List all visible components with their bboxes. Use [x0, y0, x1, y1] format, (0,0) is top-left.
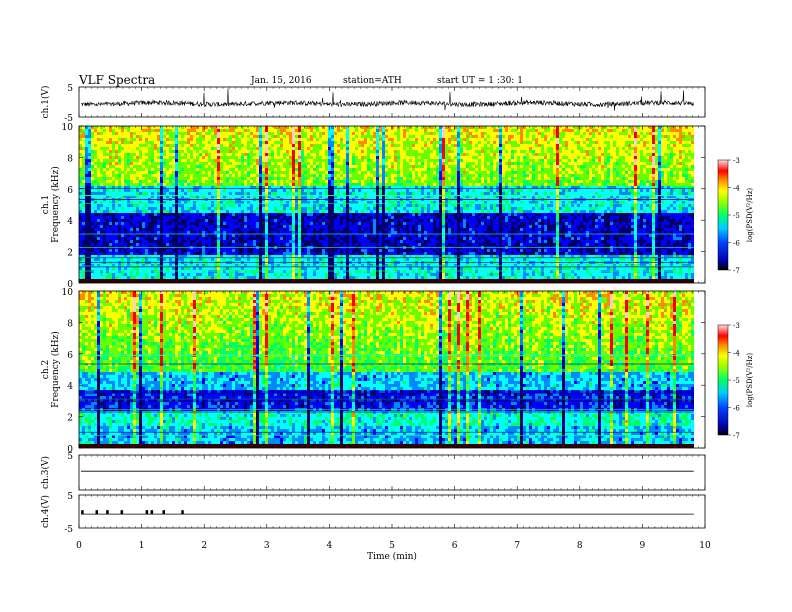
ch2-spectrogram-colorbar: [718, 325, 728, 435]
ch1-spectrogram-colorbar-tick: -4: [733, 185, 740, 193]
ch4-ytick: -5: [64, 525, 73, 535]
x-axis-label: Time (min): [367, 551, 417, 562]
x-tick-label: 9: [640, 541, 646, 551]
ch2-spectrogram-ytick: 2: [67, 414, 73, 424]
ch4-ytick: 5: [67, 492, 73, 502]
x-tick-label: 3: [264, 541, 270, 551]
x-tick-label: 8: [577, 541, 583, 551]
ch1-ylabel: ch.1(V): [40, 86, 51, 119]
ch2-spectrogram-ytick: 6: [67, 351, 73, 361]
ch1-spectrogram-heatmap: [79, 126, 694, 283]
ch1-spectrogram-colorbar-label: log(PSD(V²/Hz): [746, 188, 754, 243]
ch2-spectrogram-heatmap: [79, 291, 694, 448]
ch1-spectrogram-ylabel: Frequency (kHz): [50, 166, 61, 243]
ch1-spectrogram-ytick: 10: [62, 123, 74, 133]
ch2-spectrogram-colorbar-tick: -6: [733, 405, 740, 413]
ch1-spectrogram-ytick: 4: [67, 217, 73, 227]
ch1-spectrogram-colorbar-tick: -7: [733, 267, 740, 275]
ch4-marker: [121, 510, 124, 514]
ch4-marker: [163, 510, 166, 514]
x-tick-label: 10: [699, 541, 711, 551]
x-tick-label: 0: [76, 541, 82, 551]
ch2-spectrogram-colorbar-tick: -5: [733, 377, 740, 385]
ch1-spectrogram-colorbar-tick: -6: [733, 240, 740, 248]
ch1-waveform-line: [81, 88, 694, 110]
ch4-marker: [146, 510, 149, 514]
ch2-spectrogram-channel-label: ch.2: [41, 360, 51, 379]
ch2-spectrogram-ytick: 10: [62, 288, 74, 298]
ch3-waveform-frame: [79, 455, 705, 490]
ch1-spectrogram-ytick: 6: [67, 186, 73, 196]
ch1-spectrogram-ytick: 2: [67, 249, 73, 259]
ch1-spectrogram-ytick: 8: [67, 154, 73, 164]
ch1-spectrogram-colorbar-tick: -3: [733, 157, 740, 165]
ch2-spectrogram-colorbar-label: log(PSD(V²/Hz): [746, 353, 754, 408]
ch1-spectrogram-channel-label: ch.1: [41, 195, 51, 214]
x-tick-label: 5: [389, 541, 395, 551]
ch2-spectrogram-dc-band: [79, 444, 694, 448]
ch4-ylabel: ch.4(V): [40, 495, 51, 528]
ch4-marker: [151, 510, 154, 514]
ch1-spectrogram-colorbar: [718, 160, 728, 270]
ch2-spectrogram-ytick: 4: [67, 382, 73, 392]
ch4-marker: [181, 510, 184, 514]
x-tick-label: 1: [139, 541, 145, 551]
ch4-marker: [96, 510, 99, 514]
ch4-waveform-frame: [79, 495, 705, 528]
ch1-ytick: 5: [67, 84, 73, 94]
ch2-spectrogram-ylabel: Frequency (kHz): [50, 331, 61, 408]
ch4-marker: [81, 510, 84, 514]
x-tick-label: 4: [327, 541, 333, 551]
x-tick-label: 6: [452, 541, 458, 551]
x-tick-label: 2: [201, 541, 207, 551]
ch3-ylabel: ch.3(V): [40, 456, 51, 489]
x-tick-label: 7: [514, 541, 520, 551]
ch4-marker: [106, 510, 109, 514]
ch2-spectrogram-ytick: 8: [67, 319, 73, 329]
ch2-spectrogram-colorbar-tick: -3: [733, 322, 740, 330]
ch1-spectrogram-colorbar-tick: -5: [733, 212, 740, 220]
ch2-spectrogram-colorbar-tick: -4: [733, 350, 740, 358]
ch2-spectrogram-colorbar-tick: -7: [733, 432, 740, 440]
ch3-ytick: 5: [67, 452, 73, 462]
ch1-spectrogram-dc-band: [79, 279, 694, 283]
